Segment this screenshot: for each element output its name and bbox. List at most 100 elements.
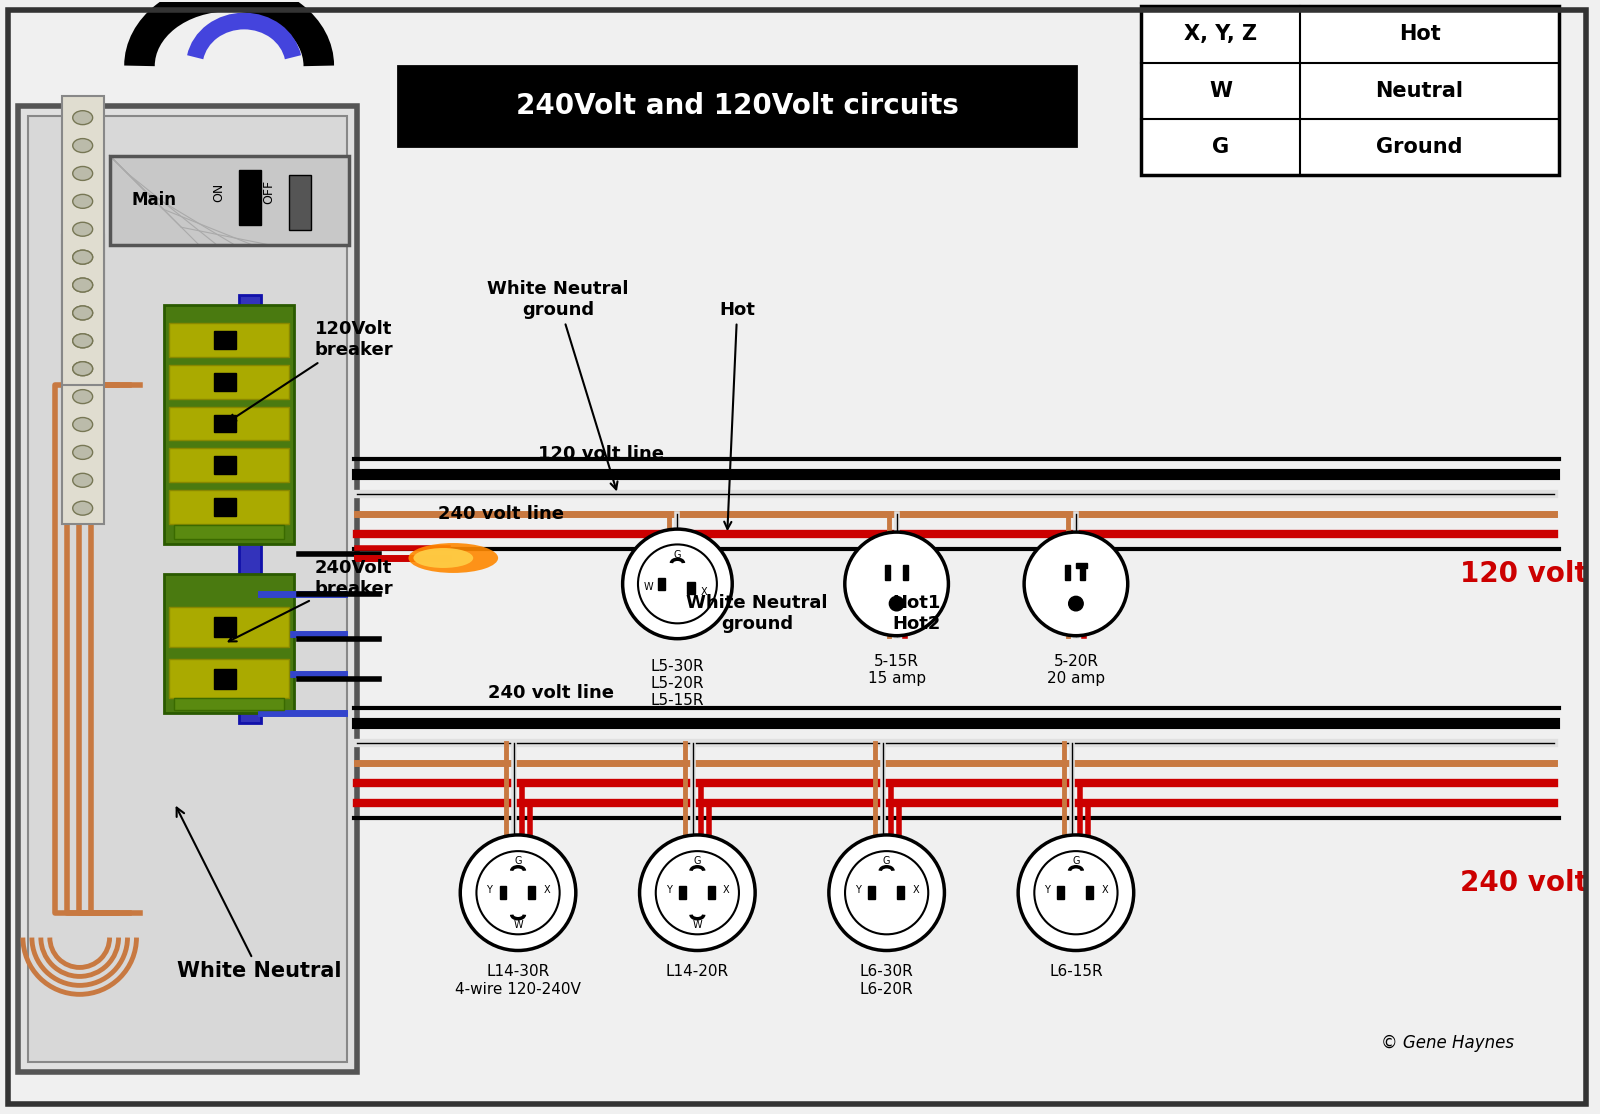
Bar bbox=[214, 457, 237, 475]
Text: X: X bbox=[912, 885, 918, 895]
Text: Main: Main bbox=[131, 192, 176, 209]
Bar bbox=[1075, 564, 1088, 568]
Bar bbox=[238, 295, 261, 723]
Bar bbox=[214, 331, 237, 349]
Text: W: W bbox=[645, 582, 654, 592]
Bar bbox=[170, 407, 290, 440]
Bar bbox=[27, 116, 347, 1062]
Bar bbox=[174, 698, 283, 711]
Bar bbox=[1141, 6, 1558, 175]
Circle shape bbox=[1024, 532, 1128, 636]
Text: 240Volt
breaker: 240Volt breaker bbox=[229, 559, 394, 642]
Text: G: G bbox=[514, 856, 522, 866]
Text: X: X bbox=[723, 885, 730, 895]
Text: Ground: Ground bbox=[1376, 137, 1462, 157]
Circle shape bbox=[845, 532, 949, 636]
Text: 240 volt line: 240 volt line bbox=[438, 505, 565, 524]
Bar bbox=[170, 658, 290, 698]
Bar bbox=[902, 565, 909, 579]
Bar bbox=[869, 886, 875, 899]
Text: 240 volt line: 240 volt line bbox=[488, 684, 614, 703]
Circle shape bbox=[461, 836, 576, 950]
Bar bbox=[1086, 886, 1093, 899]
Text: White Neutral: White Neutral bbox=[176, 808, 341, 981]
Circle shape bbox=[1069, 596, 1083, 610]
Circle shape bbox=[656, 851, 739, 935]
Text: ON: ON bbox=[213, 183, 226, 202]
Ellipse shape bbox=[72, 418, 93, 431]
Text: 240 volt: 240 volt bbox=[1461, 869, 1589, 897]
Bar bbox=[688, 582, 694, 594]
Ellipse shape bbox=[72, 194, 93, 208]
Ellipse shape bbox=[72, 390, 93, 403]
Bar bbox=[214, 498, 237, 516]
Ellipse shape bbox=[408, 543, 498, 573]
Ellipse shape bbox=[72, 278, 93, 292]
Text: L14-30R
4-wire 120-240V: L14-30R 4-wire 120-240V bbox=[454, 965, 581, 997]
Ellipse shape bbox=[72, 334, 93, 348]
Bar bbox=[170, 449, 290, 482]
Ellipse shape bbox=[72, 251, 93, 264]
Text: L6-15R: L6-15R bbox=[1050, 965, 1102, 979]
Ellipse shape bbox=[72, 501, 93, 515]
Text: White Neutral
ground: White Neutral ground bbox=[486, 280, 629, 489]
Ellipse shape bbox=[72, 446, 93, 459]
Bar bbox=[174, 525, 283, 539]
Circle shape bbox=[890, 596, 904, 610]
Ellipse shape bbox=[72, 306, 93, 320]
Bar bbox=[109, 156, 349, 245]
Bar bbox=[165, 574, 294, 713]
Bar bbox=[214, 668, 237, 688]
Text: Y: Y bbox=[1045, 885, 1050, 895]
Text: L5-30R
L5-20R
L5-15R: L5-30R L5-20R L5-15R bbox=[651, 658, 704, 709]
Circle shape bbox=[1018, 836, 1134, 950]
Text: X: X bbox=[1101, 885, 1109, 895]
Ellipse shape bbox=[72, 223, 93, 236]
Bar bbox=[214, 617, 237, 637]
Bar bbox=[170, 364, 290, 399]
Bar bbox=[528, 886, 536, 899]
Bar bbox=[1058, 886, 1064, 899]
Text: G: G bbox=[694, 856, 701, 866]
Bar bbox=[109, 156, 349, 245]
Text: OFF: OFF bbox=[262, 180, 275, 205]
Ellipse shape bbox=[72, 251, 93, 264]
Circle shape bbox=[477, 851, 560, 935]
Text: Y: Y bbox=[666, 885, 672, 895]
Bar bbox=[678, 886, 686, 899]
Bar bbox=[398, 66, 1075, 146]
Circle shape bbox=[638, 545, 717, 624]
Text: X: X bbox=[544, 885, 550, 895]
Bar bbox=[1080, 565, 1085, 579]
Bar bbox=[170, 607, 290, 646]
Text: 5-20R
20 amp: 5-20R 20 amp bbox=[1046, 654, 1106, 686]
Bar bbox=[18, 106, 357, 1072]
Text: © Gene Haynes: © Gene Haynes bbox=[1381, 1034, 1514, 1052]
Ellipse shape bbox=[72, 110, 93, 125]
Bar bbox=[170, 490, 290, 524]
Ellipse shape bbox=[72, 306, 93, 320]
Ellipse shape bbox=[72, 278, 93, 292]
Bar bbox=[62, 96, 104, 384]
Ellipse shape bbox=[72, 362, 93, 375]
Text: 120 volt line: 120 volt line bbox=[538, 446, 664, 463]
Text: Neutral: Neutral bbox=[1376, 81, 1464, 100]
Circle shape bbox=[829, 836, 944, 950]
Text: White Neutral
ground: White Neutral ground bbox=[686, 595, 827, 633]
Bar bbox=[170, 323, 290, 356]
Text: G: G bbox=[883, 856, 890, 866]
Circle shape bbox=[1034, 851, 1117, 935]
Text: G: G bbox=[1072, 856, 1080, 866]
Text: 120Volt
breaker: 120Volt breaker bbox=[229, 320, 394, 422]
Text: 120 volt: 120 volt bbox=[1461, 560, 1589, 588]
Bar bbox=[885, 565, 890, 579]
Text: 5-15R
15 amp: 5-15R 15 amp bbox=[867, 654, 926, 686]
Bar bbox=[1064, 565, 1070, 579]
Text: X, Y, Z: X, Y, Z bbox=[1184, 25, 1258, 45]
Circle shape bbox=[622, 529, 733, 638]
Text: W: W bbox=[1210, 81, 1232, 100]
Text: Hot: Hot bbox=[720, 301, 755, 529]
Bar bbox=[214, 414, 237, 432]
Text: Y: Y bbox=[486, 885, 493, 895]
Ellipse shape bbox=[72, 362, 93, 375]
